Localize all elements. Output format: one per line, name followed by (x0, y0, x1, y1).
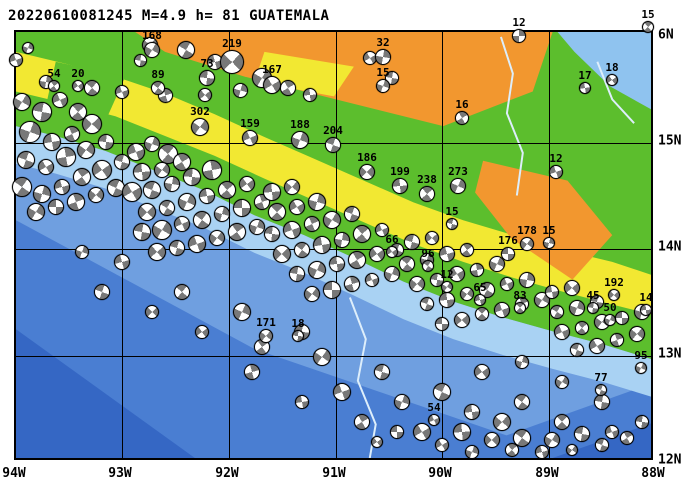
mechanism-depth-label: 15 (641, 8, 655, 21)
gridline-longitude (442, 32, 443, 458)
map-title: 20220610081245 M=4.9 h= 81 GUATEMALA (8, 8, 330, 24)
lon-label: 89W (535, 466, 559, 481)
gridline-latitude (16, 249, 651, 250)
lon-label: 93W (108, 466, 132, 481)
volcanic-arc-yellow (16, 51, 651, 315)
lat-label: 13N (658, 346, 682, 362)
gridline-latitude (16, 356, 651, 357)
geography-svg (16, 32, 651, 458)
river-motagua (499, 36, 524, 196)
lat-label: 12N (658, 452, 682, 468)
map-frame (14, 30, 653, 460)
caribbean-sea (557, 32, 651, 110)
border-line-east (596, 61, 635, 124)
lon-label: 88W (641, 466, 665, 481)
lat-label: 6N (658, 27, 674, 43)
river-coastal (348, 297, 377, 458)
gridline-longitude (229, 32, 230, 458)
lon-label: 91W (322, 466, 346, 481)
lon-label: 94W (2, 466, 26, 481)
lat-label: 15N (658, 133, 682, 149)
gridline-longitude (336, 32, 337, 458)
lon-label: 90W (428, 466, 452, 481)
mechanism-depth-label: 12 (512, 16, 526, 29)
ocean-deep (16, 220, 573, 458)
gridline-latitude (16, 143, 651, 144)
lon-label: 92W (215, 466, 239, 481)
lat-label: 14N (658, 239, 682, 255)
gridline-longitude (122, 32, 123, 458)
gridline-longitude (549, 32, 550, 458)
